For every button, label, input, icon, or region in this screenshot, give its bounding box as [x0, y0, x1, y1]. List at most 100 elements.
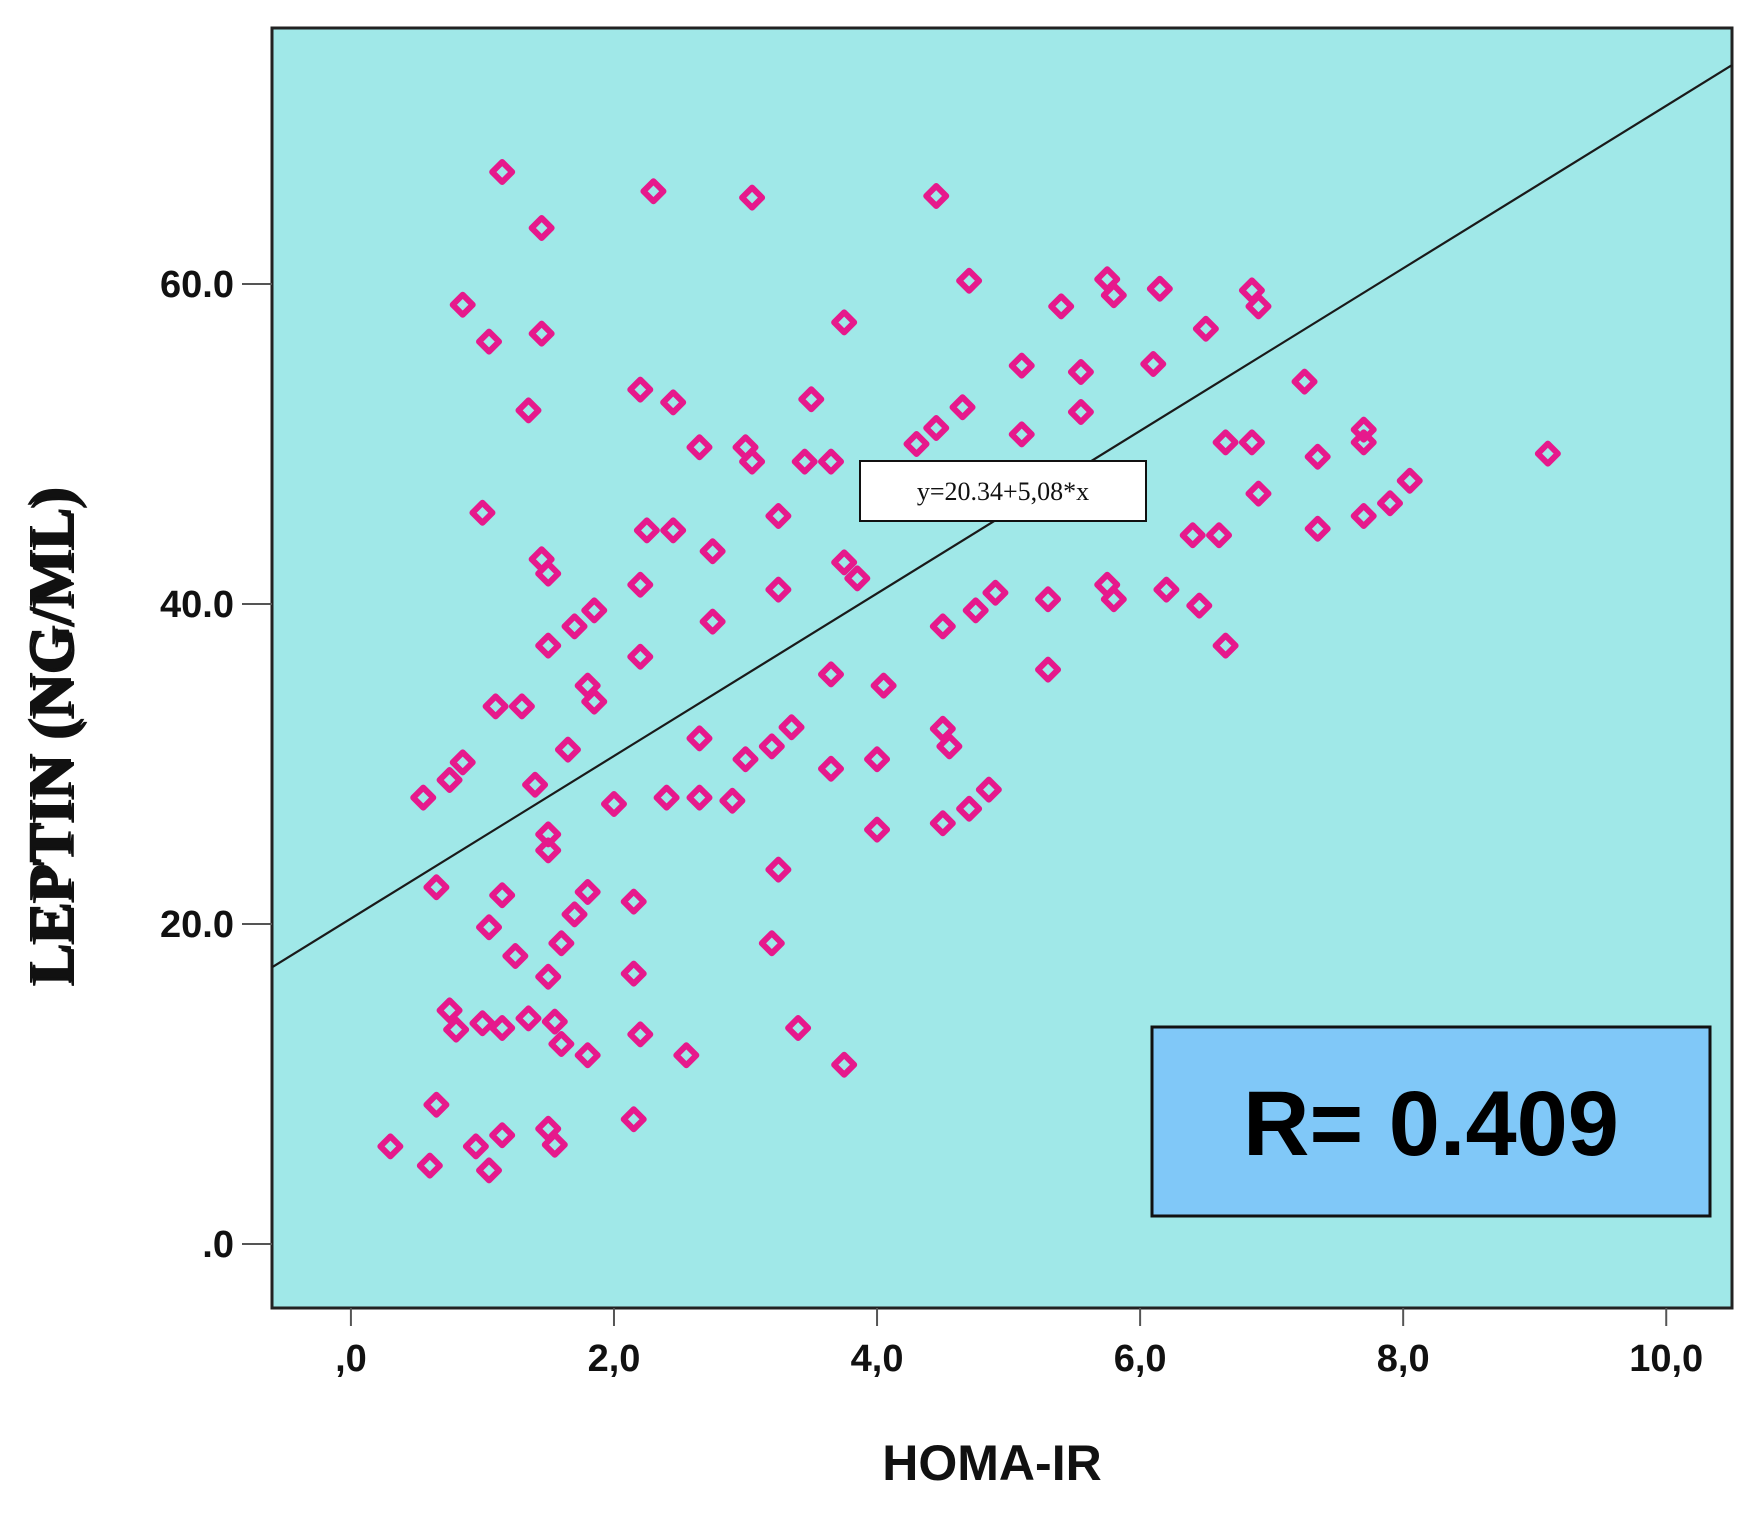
data-point	[620, 960, 647, 987]
data-point	[699, 608, 726, 635]
data-point	[956, 795, 983, 822]
data-point	[1008, 421, 1035, 448]
data-point	[923, 183, 950, 209]
data-point	[600, 791, 627, 817]
data-point	[528, 320, 555, 347]
x-tick-label: 4,0	[851, 1338, 904, 1380]
data-point	[936, 733, 963, 760]
data-point	[627, 643, 654, 670]
data-point	[1291, 368, 1318, 395]
data-point	[1008, 352, 1035, 379]
data-point	[758, 733, 785, 760]
y-tick-label: 60.0	[160, 264, 234, 306]
data-point	[548, 930, 575, 957]
data-point	[956, 267, 983, 294]
data-point	[903, 431, 930, 457]
r-value-box: R= 0.409	[1150, 1025, 1712, 1218]
data-point	[508, 693, 535, 720]
data-point	[929, 613, 956, 640]
data-point	[1146, 275, 1173, 302]
data-point	[410, 784, 437, 811]
data-point	[785, 1015, 812, 1041]
data-point	[791, 448, 818, 475]
data-point	[660, 389, 687, 416]
data-point	[561, 901, 588, 928]
data-point	[818, 448, 845, 475]
data-point	[923, 415, 950, 441]
y-tick-label: 20.0	[160, 904, 234, 946]
data-point	[1377, 490, 1404, 517]
data-point	[673, 1042, 700, 1069]
y-tick-label: .0	[202, 1224, 234, 1266]
data-point	[864, 816, 891, 843]
data-point	[436, 767, 463, 793]
data-point	[1048, 293, 1075, 320]
data-point	[574, 1042, 601, 1069]
r-box	[1150, 1025, 1712, 1218]
data-point	[535, 963, 562, 990]
data-point	[469, 1010, 496, 1037]
data-point	[1350, 416, 1377, 443]
data-point	[765, 503, 792, 529]
data-point	[1534, 440, 1561, 467]
data-point	[1067, 359, 1094, 385]
data-point	[574, 879, 601, 905]
x-tick-label: 2,0	[588, 1338, 641, 1380]
y-axis-title-shadow: LEPTIN (NG/ML)	[20, 489, 88, 987]
data-point	[686, 784, 713, 811]
data-point	[1100, 586, 1127, 613]
data-point	[1067, 399, 1094, 425]
data-point	[1245, 480, 1272, 507]
data-point	[1035, 656, 1062, 683]
data-points	[377, 159, 1561, 1184]
data-point	[535, 837, 562, 864]
data-point	[522, 771, 549, 798]
data-point	[719, 787, 746, 814]
data-point	[653, 784, 680, 811]
data-point	[548, 1031, 575, 1057]
data-point	[1206, 522, 1233, 549]
axis-ticks: ,0 2,0 4,0 6,0 8,0 10,0 .0 20.0 40.0 60.0	[160, 264, 1703, 1380]
data-point	[581, 688, 608, 715]
data-point	[1192, 315, 1219, 342]
data-point	[686, 434, 713, 461]
data-point	[449, 749, 476, 776]
data-point	[482, 693, 509, 720]
data-point	[818, 661, 845, 688]
data-point	[436, 997, 463, 1024]
data-point	[627, 571, 654, 598]
y-tick-label: 40.0	[160, 584, 234, 626]
data-point	[798, 386, 825, 413]
data-point	[1245, 293, 1272, 320]
data-point	[732, 746, 759, 773]
data-point	[449, 291, 476, 318]
data-point	[581, 597, 608, 624]
data-point	[535, 560, 562, 587]
data-point	[627, 376, 654, 403]
data-point	[489, 882, 516, 909]
data-point	[1100, 282, 1127, 309]
data-point	[831, 1051, 858, 1078]
data-point	[443, 1016, 470, 1043]
data-point	[620, 888, 647, 915]
data-point	[1350, 503, 1377, 529]
data-point	[1238, 429, 1265, 456]
data-point	[515, 397, 542, 424]
data-point	[778, 714, 805, 741]
data-point	[423, 874, 450, 901]
data-point	[739, 448, 766, 475]
data-point	[476, 328, 503, 355]
data-point	[535, 632, 562, 659]
data-point	[640, 178, 667, 205]
data-point	[686, 725, 713, 752]
data-point	[870, 672, 897, 699]
data-point	[476, 1157, 503, 1184]
equation-text: y=20.34+5,08*x	[917, 477, 1089, 506]
data-point	[844, 565, 871, 592]
data-point	[962, 597, 989, 624]
data-point	[758, 930, 785, 957]
data-point	[1186, 592, 1213, 619]
data-point	[462, 1133, 489, 1160]
